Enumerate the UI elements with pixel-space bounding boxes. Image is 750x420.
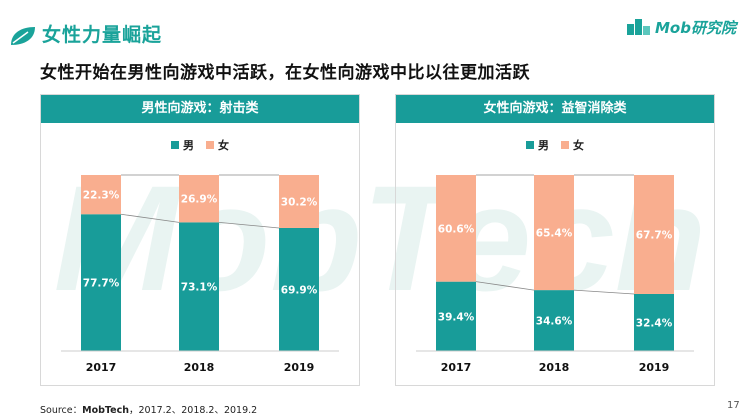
legend-item-male: 男 [526,137,549,153]
data-label-male: 34.6% [536,316,573,328]
legend-item-male: 男 [171,137,194,153]
x-tick-label: 2017 [86,361,117,374]
legend-label-female: 女 [218,139,229,152]
mob-logo-icon [627,19,650,35]
bar-male-2019 [279,227,319,351]
male-swatch [526,141,534,149]
data-label-female: 30.2% [281,196,318,208]
shooter-games-panel: 男性向游戏：射击类 男 女 77.7% 22.3% 2017 73.1% 26.9% 20… [40,94,360,386]
bar-male-2019 [634,293,674,351]
female-swatch [206,141,214,149]
bar-female-2019 [634,175,674,294]
bar-male-2017 [81,214,121,351]
connector-line-divide [475,281,535,291]
bar-male-2018 [534,290,574,351]
bar-female-2018 [179,175,219,223]
data-label-female: 60.6% [438,223,475,235]
brand-logo: Mob研究院 [626,16,736,36]
page-title: 女性力量崛起 [42,24,163,46]
watermark-text: MobTech [54,154,707,322]
source-org: MobTech [82,405,129,416]
data-label-male: 32.4% [636,317,673,329]
connector-line-divide [120,213,180,223]
male-swatch [171,141,179,149]
legend-item-female: 女 [561,137,584,153]
x-tick-label: 2018 [184,361,215,374]
data-label-male: 77.7% [83,278,120,290]
page-number: 17 [727,400,740,411]
data-label-female: 65.4% [536,228,573,240]
legend-label-male: 男 [538,139,549,152]
data-label-male: 69.9% [281,284,318,296]
puzzle-games-panel: 女性向游戏：益智消除类 男 女 39.4% 60.6% 2017 34.6% 65.4%… [395,94,715,386]
bar-male-2018 [179,222,219,351]
data-label-male: 39.4% [438,311,475,323]
bar-female-2018 [534,175,574,291]
x-tick-label: 2019 [639,361,670,374]
bar-female-2017 [81,175,121,215]
x-tick-label: 2019 [284,361,315,374]
legend-item-female: 女 [206,137,229,153]
source-note: Source：MobTech，2017.2、2018.2、2019.2 [40,402,257,416]
data-label-female: 67.7% [636,229,673,241]
bar-female-2017 [436,175,476,282]
stacked-bar-chart: 39.4% 60.6% 2017 34.6% 65.4% 2018 32.4% 67.7% 20… [416,174,694,374]
leaf-logo-icon [11,27,35,45]
connector-line-divide [573,289,635,295]
data-label-female: 26.9% [181,194,218,206]
legend-label-female: 女 [573,139,584,152]
stacked-bar-chart: 77.7% 22.3% 2017 73.1% 26.9% 2018 69.9% 30.2% 20… [61,174,339,374]
female-swatch [561,141,569,149]
x-tick-label: 2017 [441,361,472,374]
data-label-female: 22.3% [83,190,120,202]
panel-title: 女性向游戏：益智消除类 [396,95,714,123]
legend-label-male: 男 [183,139,194,152]
mobtech-watermark: MobTech [54,154,707,322]
chart-legend: 男 女 [396,137,714,153]
panel-title: 男性向游戏：射击类 [41,95,359,123]
source-label: Source： [40,405,83,416]
brand-name: Mob研究院 [655,19,736,37]
slide-subtitle: 女性开始在男性向游戏中活跃，在女性向游戏中比以往更加活跃 [40,63,530,83]
data-label-male: 73.1% [181,282,218,294]
chart-legend: 男 女 [41,137,359,153]
x-tick-label: 2018 [539,361,570,374]
source-dates: ，2017.2、2018.2、2019.2 [128,405,258,416]
connector-line-divide [218,221,280,229]
bar-female-2019 [279,175,319,228]
bar-male-2017 [436,281,476,351]
